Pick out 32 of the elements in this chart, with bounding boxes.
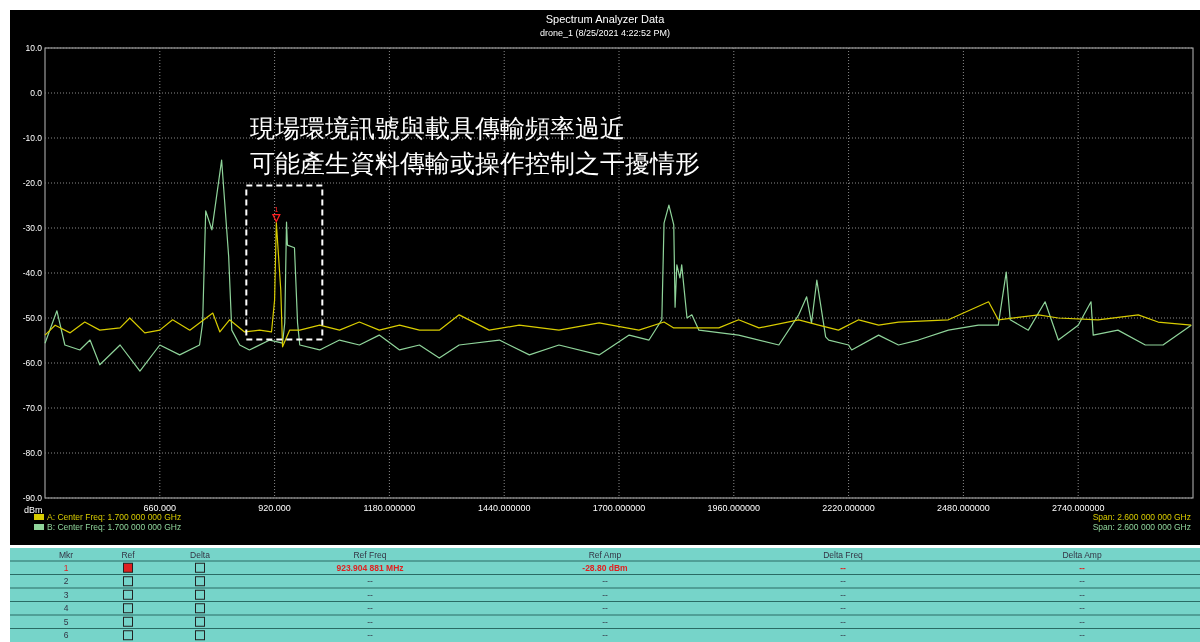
x-tick-label: 2220.000000 — [822, 503, 875, 513]
y-tick-label: -50.0 — [22, 313, 43, 323]
y-tick-label: 10.0 — [25, 43, 43, 53]
x-tick-label: 2480.000000 — [937, 503, 990, 513]
marker-note: 1 — [271, 204, 281, 223]
x-tick-label: 1180.000000 — [363, 503, 416, 513]
x-tick-label: 1440.000000 — [477, 503, 531, 513]
chart-title: Spectrum Analyzer Data — [545, 13, 666, 25]
annotation: 現場環境訊號與載具傳輸頻率過近 — [250, 114, 625, 143]
chart-subtitle: drone_1 (8/25/2021 4:22:52 PM) — [539, 28, 671, 38]
y-tick-label: -40.0 — [22, 268, 43, 278]
y-tick-label: -60.0 — [22, 358, 43, 368]
text: Span: 2.600 000 000 GHz — [1092, 512, 1191, 522]
y-tick-label: -30.0 — [22, 223, 43, 233]
annotation: 1 — [274, 204, 280, 214]
legend-label: A: Center Freq: 1.700 000 000 GHz — [47, 512, 182, 522]
y-tick-label: -70.0 — [22, 403, 43, 413]
y-tick-label: -10.0 — [22, 133, 43, 143]
annotation: 可能產生資料傳輸或操作控制之干擾情形 — [250, 149, 700, 178]
x-tick-label: 920.000 — [258, 503, 291, 513]
y-axis-title: dBm — [24, 505, 43, 515]
x-tick-label: 2740.000000 — [1051, 503, 1105, 513]
y-tick-label: -90.0 — [22, 493, 43, 503]
marker-table: Mkr Ref Delta Ref Freq Ref Amp Delta Freq Delta Amp 1 923.904 881 MHz -28.80 dBm -- -- 2 -- -- -- -- 3 -- -- -- -- 4 -- -- -- -- 5 -- -- -- -- 6 -- -- -- -- — [9, 548, 1200, 642]
legend-label: B: Center Freq: 1.700 000 000 GHz — [47, 522, 182, 532]
text: Span: 2.600 000 000 GHz — [1092, 522, 1191, 532]
y-tick-label: -20.0 — [22, 178, 43, 188]
x-tick-label: 660.000 — [143, 503, 177, 513]
y-tick-label: -80.0 — [22, 448, 43, 458]
y-tick-label: 0.0 — [30, 88, 43, 98]
x-tick-label: 1700.000000 — [592, 503, 646, 513]
x-tick-label: 1960.000000 — [707, 503, 761, 513]
